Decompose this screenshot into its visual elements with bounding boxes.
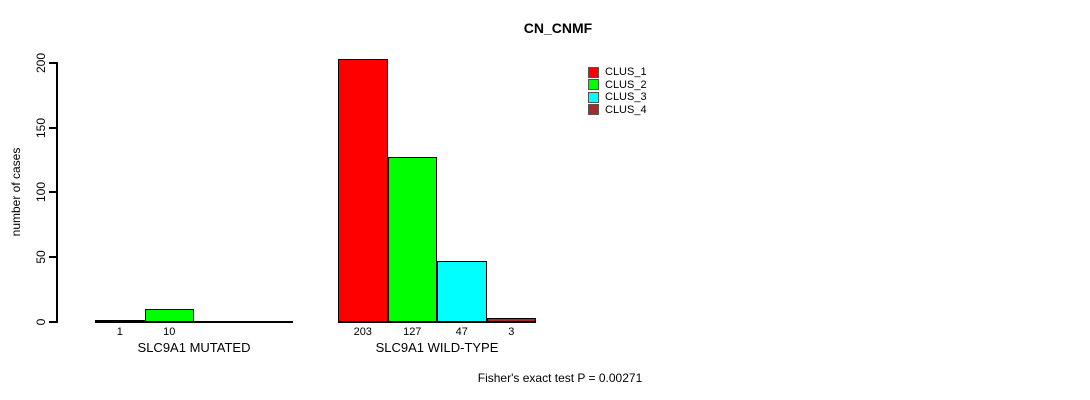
legend: CLUS_1 CLUS_2 CLUS_3 CLUS_4 [588, 66, 647, 116]
bar-value-label: 203 [353, 326, 372, 338]
legend-item: CLUS_1 [588, 66, 647, 79]
bar-value-label: 1 [116, 326, 123, 338]
group-label: SLC9A1 WILD-TYPE [375, 340, 499, 355]
legend-swatch [588, 91, 599, 103]
legend-item: CLUS_4 [588, 104, 647, 117]
y-tick [49, 126, 57, 129]
y-tick [49, 191, 57, 194]
legend-swatch [588, 79, 599, 91]
y-tick-label: 200 [34, 52, 48, 73]
y-tick [49, 321, 57, 323]
bar-value-label: 47 [455, 326, 468, 338]
bar-CLUS_1 [338, 58, 388, 322]
legend-item: CLUS_3 [588, 91, 647, 104]
bar-CLUS_2 [387, 157, 437, 322]
bar-CLUS_2 [144, 309, 194, 322]
y-axis-label: number of cases [9, 147, 23, 237]
legend-label: CLUS_2 [605, 78, 647, 91]
y-tick-label: 0 [34, 318, 48, 326]
x-baseline [95, 321, 293, 323]
bar-value-label: 10 [163, 326, 176, 338]
stat-note: Fisher's exact test P = 0.00271 [477, 371, 643, 385]
y-tick-label: 100 [34, 182, 48, 203]
bar-CLUS_4 [486, 318, 536, 322]
group-label: SLC9A1 MUTATED [137, 340, 251, 355]
legend-label: CLUS_1 [605, 66, 647, 79]
legend-swatch [588, 104, 599, 116]
y-tick [49, 256, 57, 259]
y-tick-label: 150 [34, 117, 48, 138]
legend-label: CLUS_3 [605, 91, 647, 104]
bar-CLUS_3 [437, 261, 487, 322]
chart-title: CN_CNMF [523, 20, 593, 36]
legend-item: CLUS_2 [588, 79, 647, 92]
x-baseline [338, 321, 536, 323]
bar-value-label: 3 [508, 326, 515, 338]
bar-value-label: 127 [403, 326, 422, 338]
y-tick [49, 61, 57, 64]
legend-swatch [588, 66, 599, 78]
y-tick-label: 50 [34, 250, 48, 264]
legend-label: CLUS_4 [605, 103, 647, 116]
bar-CLUS_1 [95, 320, 145, 322]
y-axis-line [56, 62, 58, 323]
